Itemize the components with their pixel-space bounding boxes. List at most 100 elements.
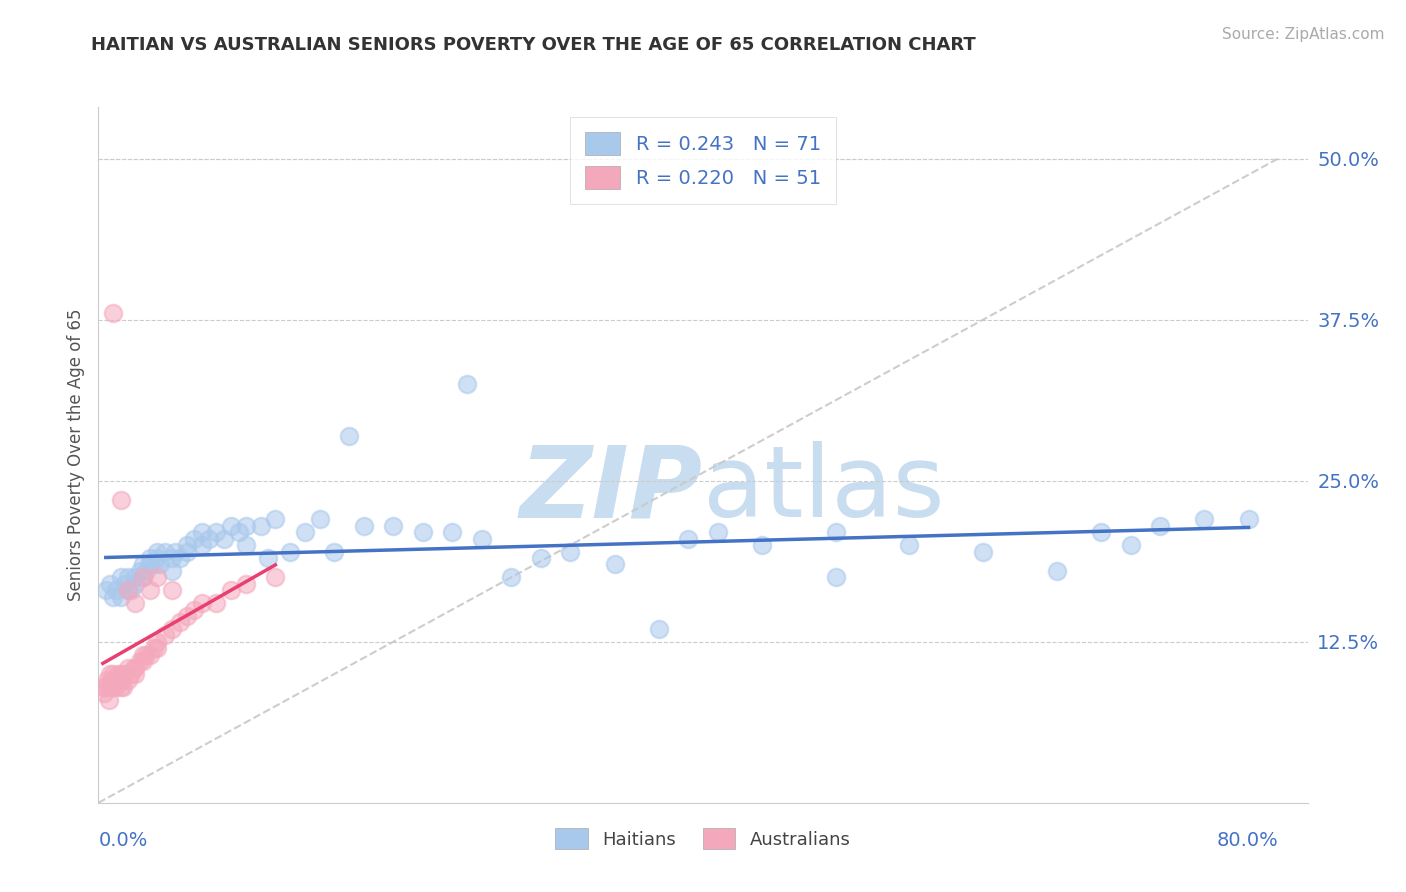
Point bbox=[101, 680, 124, 694]
Point bbox=[198, 532, 221, 546]
Point bbox=[264, 570, 287, 584]
Point bbox=[143, 641, 166, 656]
Point bbox=[264, 512, 287, 526]
Text: 80.0%: 80.0% bbox=[1216, 830, 1278, 850]
Point bbox=[110, 570, 132, 584]
Point bbox=[131, 570, 153, 584]
Point bbox=[139, 583, 162, 598]
Point bbox=[122, 660, 145, 674]
Point bbox=[117, 570, 139, 584]
Text: atlas: atlas bbox=[703, 442, 945, 538]
Point bbox=[105, 583, 128, 598]
Point bbox=[706, 525, 728, 540]
Point bbox=[94, 680, 117, 694]
Point bbox=[176, 538, 198, 552]
Point bbox=[117, 583, 139, 598]
Point bbox=[97, 692, 120, 706]
Point bbox=[501, 570, 523, 584]
Point bbox=[228, 525, 250, 540]
Point bbox=[98, 680, 121, 694]
Point bbox=[353, 518, 375, 533]
Point bbox=[249, 518, 271, 533]
Point bbox=[648, 622, 671, 636]
Point bbox=[146, 641, 169, 656]
Text: ZIP: ZIP bbox=[520, 442, 703, 538]
Legend: Haitians, Australians: Haitians, Australians bbox=[548, 822, 858, 856]
Point bbox=[93, 686, 115, 700]
Point bbox=[91, 680, 114, 694]
Point bbox=[114, 576, 136, 591]
Point bbox=[153, 544, 176, 558]
Point bbox=[117, 673, 139, 688]
Point bbox=[235, 576, 257, 591]
Point bbox=[294, 525, 316, 540]
Point bbox=[824, 525, 846, 540]
Point bbox=[120, 583, 142, 598]
Point bbox=[308, 512, 330, 526]
Point bbox=[146, 570, 169, 584]
Point bbox=[824, 570, 846, 584]
Point bbox=[98, 667, 121, 681]
Point bbox=[139, 551, 162, 566]
Point bbox=[190, 525, 212, 540]
Point bbox=[131, 648, 153, 662]
Point bbox=[100, 673, 122, 688]
Point bbox=[235, 538, 257, 552]
Point bbox=[114, 667, 136, 681]
Point bbox=[160, 583, 183, 598]
Point bbox=[128, 564, 150, 578]
Point bbox=[104, 673, 127, 688]
Point bbox=[603, 558, 626, 572]
Point bbox=[257, 551, 280, 566]
Point bbox=[108, 673, 131, 688]
Point bbox=[456, 377, 478, 392]
Point bbox=[441, 525, 464, 540]
Point bbox=[98, 576, 121, 591]
Point bbox=[160, 622, 183, 636]
Point bbox=[1119, 538, 1142, 552]
Point bbox=[131, 654, 153, 668]
Point bbox=[183, 602, 205, 616]
Point bbox=[124, 667, 146, 681]
Point bbox=[160, 551, 183, 566]
Point bbox=[278, 544, 301, 558]
Point bbox=[169, 615, 191, 630]
Point bbox=[139, 648, 162, 662]
Point bbox=[149, 558, 172, 572]
Point bbox=[135, 564, 157, 578]
Point bbox=[101, 306, 124, 320]
Point bbox=[337, 428, 360, 442]
Point bbox=[165, 544, 187, 558]
Point bbox=[1090, 525, 1112, 540]
Point bbox=[94, 583, 117, 598]
Point bbox=[124, 576, 146, 591]
Point bbox=[124, 596, 146, 610]
Point bbox=[235, 518, 257, 533]
Point bbox=[412, 525, 434, 540]
Point bbox=[110, 680, 132, 694]
Point bbox=[101, 590, 124, 604]
Point bbox=[139, 558, 162, 572]
Point bbox=[219, 518, 242, 533]
Point bbox=[146, 544, 169, 558]
Point bbox=[110, 667, 132, 681]
Point bbox=[146, 634, 169, 648]
Point bbox=[153, 628, 176, 642]
Point bbox=[1194, 512, 1216, 526]
Y-axis label: Seniors Poverty Over the Age of 65: Seniors Poverty Over the Age of 65 bbox=[66, 309, 84, 601]
Point bbox=[160, 564, 183, 578]
Point bbox=[124, 570, 146, 584]
Point bbox=[1046, 564, 1069, 578]
Point bbox=[183, 532, 205, 546]
Point bbox=[131, 558, 153, 572]
Point bbox=[107, 667, 129, 681]
Point bbox=[972, 544, 994, 558]
Point bbox=[190, 596, 212, 610]
Point bbox=[205, 596, 228, 610]
Point bbox=[110, 493, 132, 508]
Point bbox=[124, 660, 146, 674]
Point bbox=[96, 673, 118, 688]
Point bbox=[176, 544, 198, 558]
Point bbox=[135, 648, 157, 662]
Text: Source: ZipAtlas.com: Source: ZipAtlas.com bbox=[1222, 27, 1385, 42]
